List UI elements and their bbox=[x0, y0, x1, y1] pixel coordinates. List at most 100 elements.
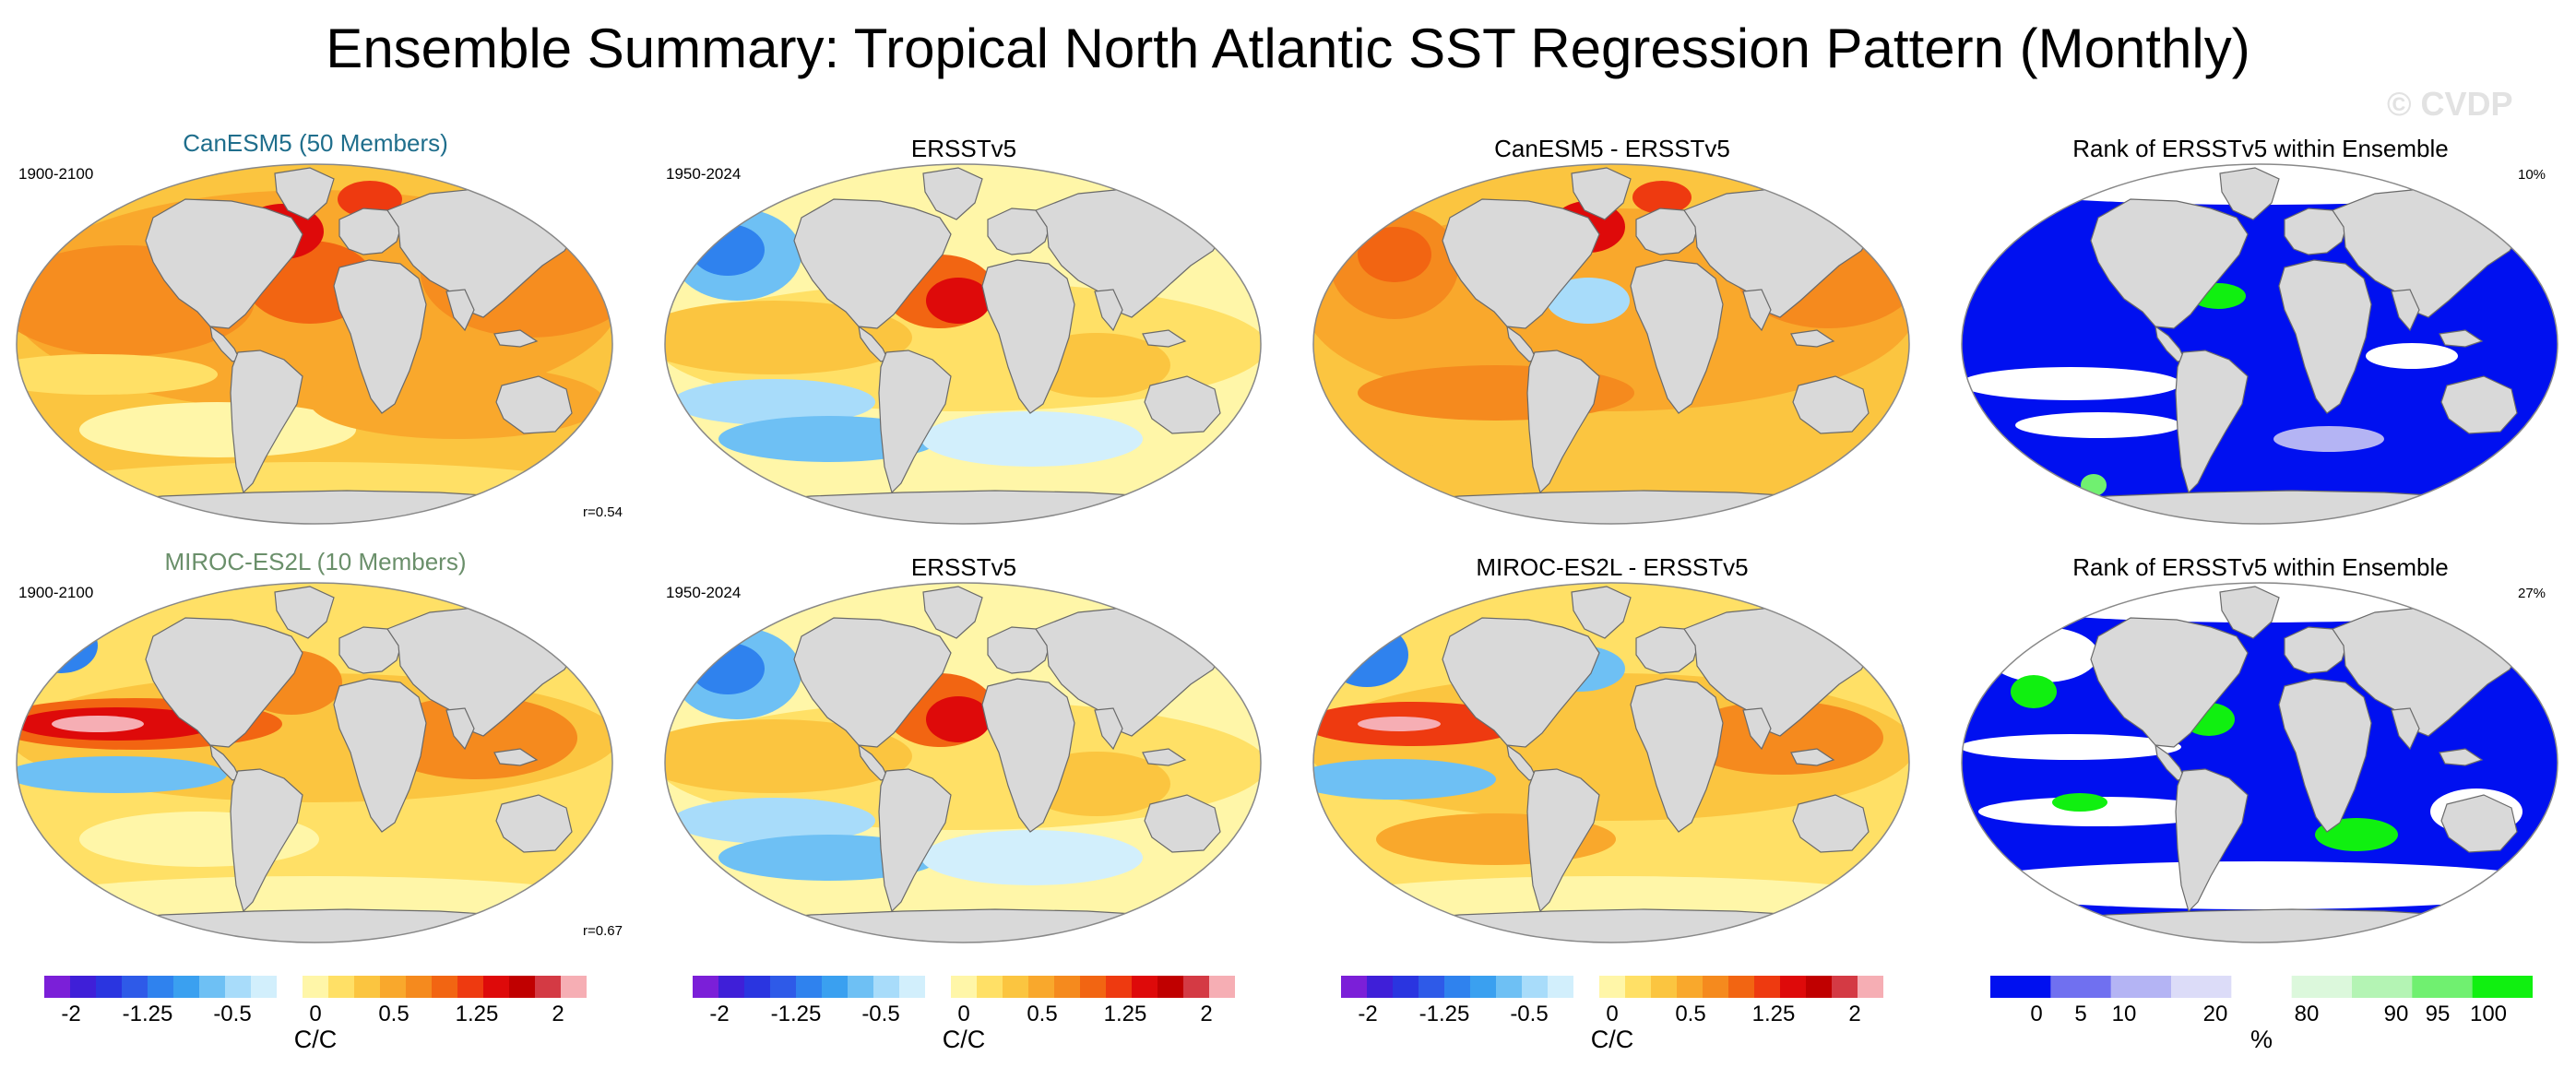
colorbar-swatch bbox=[925, 976, 952, 998]
colorbar-swatch bbox=[561, 976, 587, 998]
colorbar-tick: -1.25 bbox=[1419, 1002, 1470, 1026]
colorbar-tick: 0.5 bbox=[1027, 1002, 1058, 1026]
period-label-model-row2: 1900-2100 bbox=[18, 584, 94, 601]
panel-title-obs-row2: ERSSTv5 bbox=[910, 553, 1017, 581]
colorbar-tick: 0 bbox=[1606, 1002, 1619, 1026]
colorbar-tick: 0 bbox=[309, 1002, 322, 1026]
period-label-obs-row1: 1950-2024 bbox=[666, 165, 742, 183]
map-miroc-es2l-minus-ersstv5 bbox=[1312, 582, 1910, 943]
panel-title-rank-row2: Rank of ERSSTv5 within Ensemble bbox=[2072, 553, 2449, 581]
colorbar-swatch bbox=[1573, 976, 1600, 998]
colorbar-swatch bbox=[1183, 976, 1210, 998]
cvdp-watermark: © CVDP bbox=[2387, 85, 2513, 123]
panel-title-diff-row2: MIROC-ES2L - ERSSTv5 bbox=[1476, 553, 1749, 581]
colorbar-swatch bbox=[96, 976, 123, 998]
colorbar-swatch bbox=[483, 976, 510, 998]
colorbar-swatch bbox=[1780, 976, 1807, 998]
colorbar-swatch bbox=[535, 976, 562, 998]
colorbar-swatch bbox=[1990, 976, 2051, 998]
colorbar-rank bbox=[1990, 976, 2533, 998]
colorbar-swatch bbox=[354, 976, 381, 998]
colorbar-swatch bbox=[432, 976, 458, 998]
colorbar-swatch bbox=[2231, 976, 2293, 998]
colorbar-swatch bbox=[1703, 976, 1729, 998]
colorbar-swatch bbox=[2352, 976, 2413, 998]
colorbar-tick: 100 bbox=[2469, 1002, 2508, 1026]
colorbar-swatch bbox=[693, 976, 719, 998]
colorbar-swatch bbox=[2472, 976, 2533, 998]
colorbar-swatch bbox=[457, 976, 484, 998]
colorbar-swatch bbox=[718, 976, 745, 998]
colorbar-swatch bbox=[2110, 976, 2172, 998]
colorbar-swatch bbox=[251, 976, 278, 998]
colorbar-swatch bbox=[796, 976, 823, 998]
colorbar-swatch bbox=[1028, 976, 1055, 998]
colorbar-swatch bbox=[899, 976, 926, 998]
colorbar-sst-2 bbox=[693, 976, 1235, 998]
colorbar-swatch bbox=[1367, 976, 1394, 998]
colorbar-tick: -2 bbox=[1358, 1002, 1378, 1026]
map-miroc-es2l-model bbox=[16, 582, 613, 943]
colorbar-swatch bbox=[148, 976, 174, 998]
colorbar-swatch bbox=[225, 976, 252, 998]
rank-percent-row1: 10% bbox=[2518, 167, 2546, 183]
colorbar-tick: -2 bbox=[709, 1002, 730, 1026]
colorbar-tick: -1.25 bbox=[122, 1002, 173, 1026]
colorbar-tick: 20 bbox=[2202, 1002, 2228, 1026]
panel-title-model-row1: CanESM5 (50 Members) bbox=[183, 129, 448, 157]
colorbar-swatch bbox=[1393, 976, 1419, 998]
colorbar-swatch bbox=[199, 976, 226, 998]
pattern-correlation-row2: r=0.67 bbox=[583, 923, 623, 939]
colorbar-tick: 1.25 bbox=[1103, 1002, 1147, 1026]
colorbar-swatch bbox=[1651, 976, 1678, 998]
colorbar-swatch bbox=[1080, 976, 1107, 998]
colorbar-swatch bbox=[380, 976, 407, 998]
panel-title-rank-row1: Rank of ERSSTv5 within Ensemble bbox=[2072, 135, 2449, 162]
colorbar-tick: 1.25 bbox=[1751, 1002, 1796, 1026]
colorbar-unit: % bbox=[2250, 1026, 2273, 1053]
colorbar-swatch bbox=[1157, 976, 1184, 998]
colorbar-swatch bbox=[1625, 976, 1652, 998]
colorbar-swatch bbox=[1677, 976, 1703, 998]
colorbar-swatch bbox=[1754, 976, 1781, 998]
colorbar-tick: 0 bbox=[957, 1002, 970, 1026]
colorbar-tick: -0.5 bbox=[213, 1002, 252, 1026]
colorbar-tick: -1.25 bbox=[770, 1002, 822, 1026]
colorbar-swatch bbox=[2050, 976, 2112, 998]
period-label-obs-row2: 1950-2024 bbox=[666, 584, 742, 601]
colorbar-swatch bbox=[770, 976, 797, 998]
colorbar-swatch bbox=[1470, 976, 1497, 998]
colorbar-swatch bbox=[509, 976, 536, 998]
colorbar-swatch bbox=[1832, 976, 1858, 998]
colorbar-swatch bbox=[44, 976, 71, 998]
map-ersstv5-obs-row1 bbox=[664, 163, 1262, 525]
colorbar-tick: 80 bbox=[2294, 1002, 2320, 1026]
colorbar-swatch bbox=[70, 976, 97, 998]
colorbar-unit: C/C bbox=[942, 1026, 986, 1053]
colorbar-swatch bbox=[1728, 976, 1755, 998]
colorbar-swatch bbox=[1806, 976, 1833, 998]
colorbar-unit: C/C bbox=[293, 1026, 338, 1053]
colorbar-swatch bbox=[977, 976, 1003, 998]
colorbar-tick: 90 bbox=[2383, 1002, 2409, 1026]
colorbar-tick: 10 bbox=[2111, 1002, 2137, 1026]
colorbar-swatch bbox=[873, 976, 900, 998]
colorbar-swatch bbox=[1522, 976, 1549, 998]
colorbar-tick: 0.5 bbox=[378, 1002, 410, 1026]
colorbar-swatch bbox=[1132, 976, 1158, 998]
colorbar-swatch bbox=[122, 976, 148, 998]
map-ersstv5-obs-row2 bbox=[664, 582, 1262, 943]
colorbar-swatch bbox=[277, 976, 303, 998]
map-rank-canesm5 bbox=[1961, 163, 2558, 525]
colorbar-swatch bbox=[1599, 976, 1626, 998]
colorbar-tick: 0 bbox=[2030, 1002, 2043, 1026]
colorbar-tick: 2 bbox=[1848, 1002, 1861, 1026]
colorbar-tick: 2 bbox=[1200, 1002, 1213, 1026]
colorbar-tick: 1.25 bbox=[455, 1002, 499, 1026]
colorbar-swatch bbox=[1209, 976, 1235, 998]
colorbar-swatch bbox=[951, 976, 978, 998]
colorbar-tick: -0.5 bbox=[861, 1002, 900, 1026]
panel-title-model-row2: MIROC-ES2L (10 Members) bbox=[164, 548, 467, 575]
figure-title: Ensemble Summary: Tropical North Atlanti… bbox=[326, 18, 2250, 79]
colorbar-swatch bbox=[1054, 976, 1081, 998]
